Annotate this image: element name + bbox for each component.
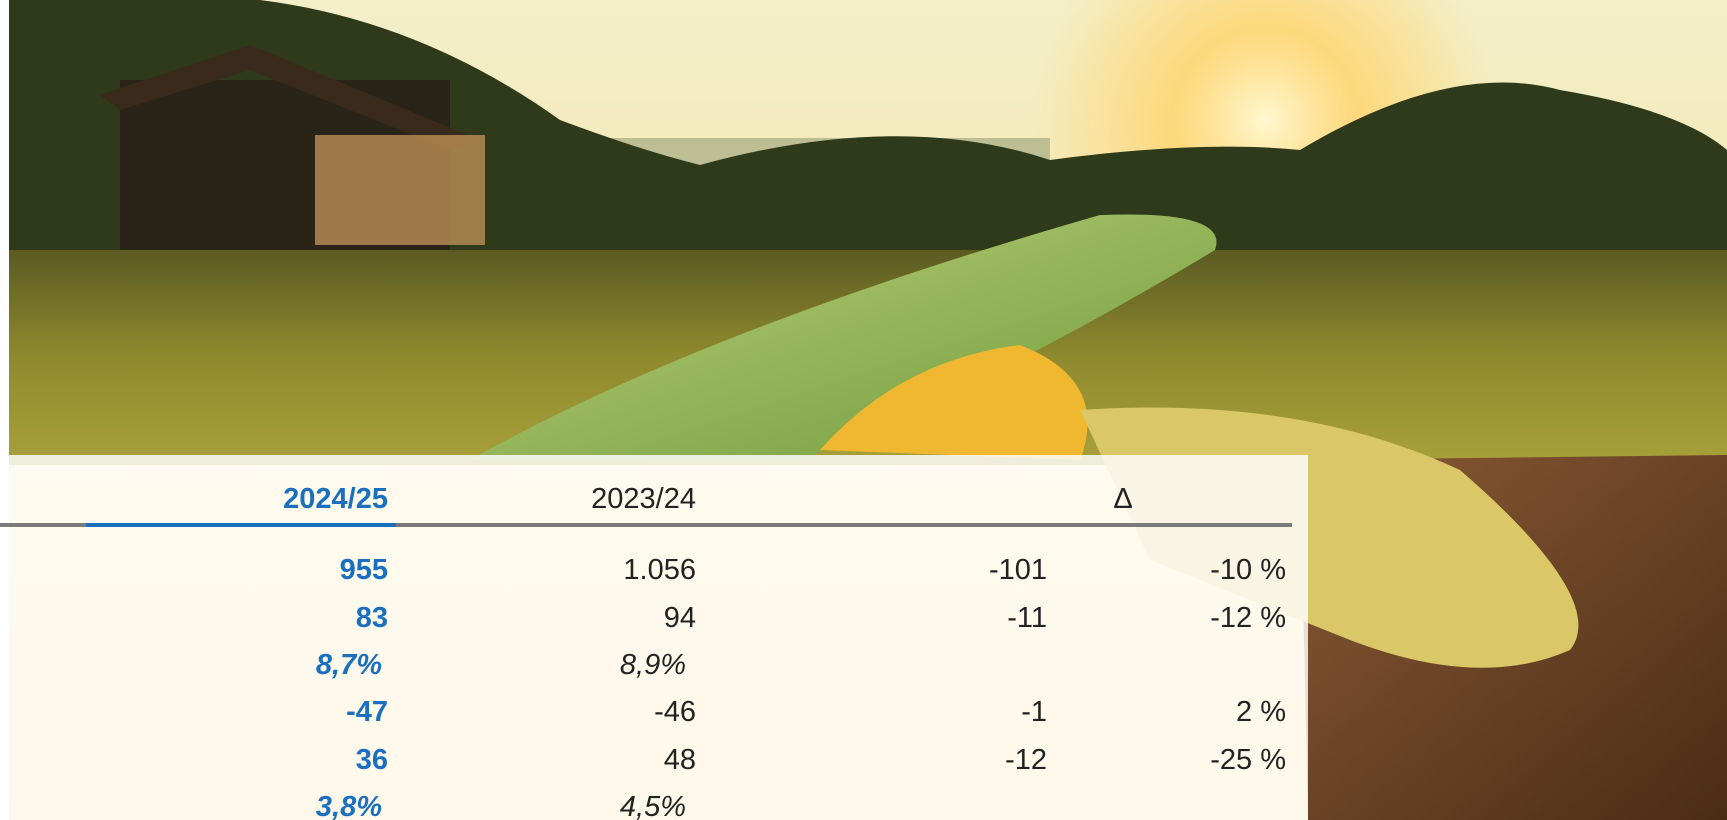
table-cell: -47 xyxy=(346,695,388,729)
table-cell: -11 xyxy=(1007,601,1047,635)
table-cell: 3,8% xyxy=(316,790,382,820)
table-cell: 955 xyxy=(340,553,388,587)
table-cell: 8,7% xyxy=(316,648,382,682)
header-cell: Δ xyxy=(1113,482,1132,516)
table-cell: 36 xyxy=(356,743,388,777)
table-cell: 83 xyxy=(356,601,388,635)
table-cell: -12 % xyxy=(1210,601,1286,635)
table-cell: -46 xyxy=(654,695,696,729)
table-cell: -12 xyxy=(1005,743,1047,777)
table-cell: -1 xyxy=(1021,695,1047,729)
header-rule-highlight xyxy=(86,523,396,527)
header-cell: 2023/24 xyxy=(591,482,696,516)
page: 2024/25 2023/24 Δ 955 1.056 -101 -10 % 83 94 -… xyxy=(0,0,1727,820)
table-cell: 2 % xyxy=(1236,695,1286,729)
table-cell: 48 xyxy=(664,743,696,777)
header-cell: 2024/25 xyxy=(283,482,388,516)
table-cell: 94 xyxy=(664,601,696,635)
table-cell: 8,9% xyxy=(620,648,686,682)
table-cell: -101 xyxy=(989,553,1047,587)
table-cell: 1.056 xyxy=(623,553,696,587)
table-cell: -25 % xyxy=(1210,743,1286,777)
table-cell: -10 % xyxy=(1210,553,1286,587)
table-cell: 4,5% xyxy=(620,790,686,820)
